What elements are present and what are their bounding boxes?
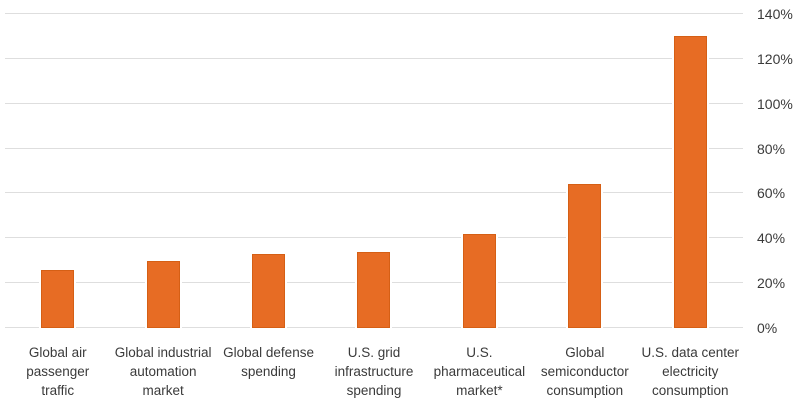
category-label-line: electricity (662, 364, 719, 379)
category-label-line: passenger (26, 364, 90, 379)
y-tick-label-120: 120% (757, 50, 793, 67)
gridline-120 (5, 57, 743, 59)
y-tick-label-140: 140% (757, 6, 793, 22)
bar-7 (673, 36, 707, 328)
category-label-line: Global industrial (114, 345, 212, 360)
category-label-line: semiconductor (540, 364, 629, 379)
bar-slot (532, 14, 637, 328)
gridline-60 (5, 192, 743, 194)
category-label-line: pharmaceutical (433, 364, 526, 379)
bar-slot (216, 14, 321, 328)
category-label-line: spending (241, 364, 296, 379)
plot-area (5, 13, 743, 328)
bar-5 (462, 233, 496, 328)
y-tick-label-40: 40% (757, 230, 786, 247)
y-tick-label-80: 80% (757, 140, 786, 157)
category-label-line: U.S. grid (347, 345, 401, 360)
category-label-line: U.S. (466, 345, 493, 360)
category-label-6: Global semiconductor consumption (532, 338, 637, 400)
y-tick-label-60: 60% (757, 185, 786, 202)
category-label-2: Global industrial automation market (110, 338, 215, 400)
bar-slot (5, 14, 110, 328)
bar-3 (252, 254, 286, 328)
bar-slot (110, 14, 215, 328)
category-label-line: market (142, 383, 184, 398)
category-label-4: U.S. grid infrastructure spending (321, 338, 426, 400)
bar-slot (638, 14, 743, 328)
bar-slot (321, 14, 426, 328)
category-label-line: Global defense (223, 345, 314, 360)
x-axis-category-labels: Global air passenger traffic Global industr… (5, 338, 743, 400)
category-label-line: traffic (41, 383, 75, 398)
y-tick-label-0: 0% (757, 320, 778, 336)
bar-series (5, 14, 743, 328)
bar-6 (568, 184, 602, 328)
gridline-40 (5, 237, 743, 239)
bar-1 (41, 269, 75, 328)
category-label-line: consumption (651, 383, 729, 398)
category-label-line: Global (565, 345, 605, 360)
gridline-100 (5, 102, 743, 104)
y-tick-label-20: 20% (757, 275, 786, 292)
gridline-80 (5, 147, 743, 149)
category-label-line: automation (129, 364, 197, 379)
bar-slot (427, 14, 532, 328)
bar-4 (357, 251, 391, 328)
category-label-line: consumption (546, 383, 624, 398)
category-label-line: Global air (28, 345, 87, 360)
gridline-140 (5, 13, 743, 14)
y-tick-label-100: 100% (757, 95, 793, 112)
category-label-7: U.S. data center electricity consumption (638, 338, 743, 400)
category-label-3: Global defense spending (216, 338, 321, 400)
category-label-line: market* (456, 383, 503, 398)
category-label-1: Global air passenger traffic (5, 338, 110, 400)
bar-2 (146, 260, 180, 328)
category-label-line: infrastructure (334, 364, 414, 379)
category-label-line: spending (346, 383, 402, 398)
category-label-5: U.S. pharmaceutical market* (427, 338, 532, 400)
category-label-line: U.S. data center (641, 345, 740, 360)
